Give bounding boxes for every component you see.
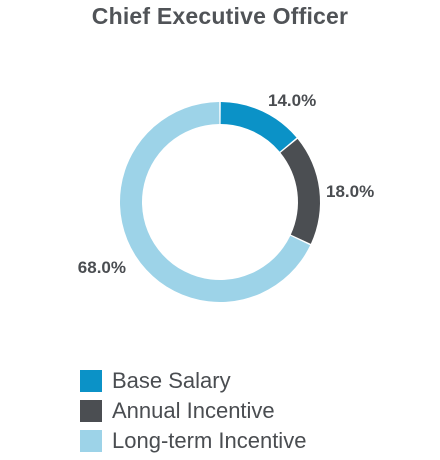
chart-legend: Base Salary Annual Incentive Long-term I… [80,366,420,456]
legend-item-long-term-incentive: Long-term Incentive [80,426,420,456]
chart-title: Chief Executive Officer [91,3,349,29]
slice-value-label: 14.0% [268,91,316,110]
donut-slice-annual-incentive [280,138,321,244]
legend-swatch [80,370,102,392]
legend-swatch [80,400,102,422]
legend-label: Long-term Incentive [112,428,307,453]
legend-item-annual-incentive: Annual Incentive [80,396,420,426]
slice-value-label: 18.0% [326,182,374,201]
legend-swatch [80,430,102,452]
donut-slice-base-salary [220,102,297,152]
legend-label: Annual Incentive [112,398,275,423]
legend-label: Base Salary [112,368,231,393]
slice-value-label: 68.0% [78,258,126,277]
legend-item-base-salary: Base Salary [80,366,420,396]
